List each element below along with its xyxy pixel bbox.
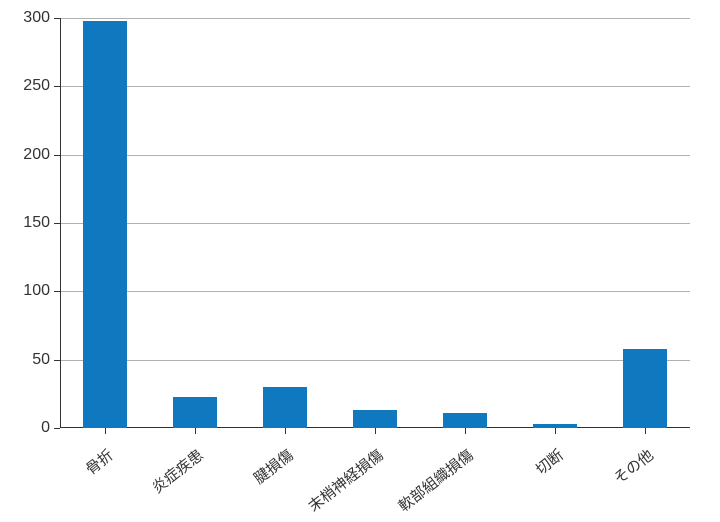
- gridline: [60, 18, 690, 19]
- bar: [263, 387, 306, 428]
- x-tick-label: 腱損傷: [249, 444, 297, 488]
- x-tick-label: 骨折: [81, 444, 118, 479]
- y-tick-label: 0: [10, 419, 50, 437]
- x-tick-label: 末梢神経損傷: [304, 444, 388, 516]
- plot-area: 050100150200250300骨折炎症疾患腱損傷末梢神経損傷軟部組織損傷切…: [60, 18, 690, 428]
- y-tick-label: 100: [10, 282, 50, 300]
- x-tick-label: その他: [609, 444, 657, 488]
- gridline: [60, 360, 690, 361]
- x-tick: [105, 428, 106, 434]
- x-tick-label: 切断: [531, 444, 568, 479]
- x-tick: [375, 428, 376, 434]
- gridline: [60, 86, 690, 87]
- y-tick-label: 50: [10, 351, 50, 369]
- bar: [443, 413, 486, 428]
- y-axis: [60, 18, 61, 428]
- gridline: [60, 291, 690, 292]
- y-tick: [54, 428, 60, 429]
- bar: [353, 410, 396, 428]
- bar: [83, 21, 126, 428]
- y-tick-label: 250: [10, 77, 50, 95]
- x-tick: [555, 428, 556, 434]
- x-tick-label: 軟部組織損傷: [394, 444, 478, 516]
- x-tick-label: 炎症疾患: [147, 444, 207, 497]
- x-tick: [285, 428, 286, 434]
- x-tick: [195, 428, 196, 434]
- bar: [173, 397, 216, 428]
- bar: [623, 349, 666, 428]
- y-tick-label: 150: [10, 214, 50, 232]
- gridline: [60, 155, 690, 156]
- y-tick-label: 300: [10, 9, 50, 27]
- y-tick-label: 200: [10, 146, 50, 164]
- bar-chart: 0 50 100 150 200 250 300 骨折炎症疾患腱損傷末梢神経損傷軟部組織損傷 切…: [0, 0, 720, 522]
- gridline: [60, 223, 690, 224]
- x-tick: [645, 428, 646, 434]
- x-tick: [465, 428, 466, 434]
